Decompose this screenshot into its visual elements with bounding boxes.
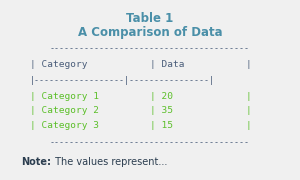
- Text: | 15: | 15: [150, 121, 173, 130]
- Text: |: |: [246, 121, 252, 130]
- Text: Table 1: Table 1: [126, 12, 174, 25]
- Text: ----------------------------------------: ----------------------------------------: [50, 139, 250, 148]
- Text: | Category 2: | Category 2: [30, 106, 99, 115]
- Text: | Category 1: | Category 1: [30, 92, 99, 101]
- Text: |------------------|----------------|: |------------------|----------------|: [30, 76, 215, 85]
- Text: | Category: | Category: [30, 60, 88, 69]
- Text: | Data: | Data: [150, 60, 184, 69]
- Text: |: |: [246, 60, 252, 69]
- Text: |: |: [246, 106, 252, 115]
- Text: ----------------------------------------: ----------------------------------------: [50, 44, 250, 53]
- Text: The values represent...: The values represent...: [52, 157, 168, 167]
- Text: | 35: | 35: [150, 106, 173, 115]
- Text: |: |: [246, 92, 252, 101]
- Text: A Comparison of Data: A Comparison of Data: [78, 26, 222, 39]
- Text: | 20: | 20: [150, 92, 173, 101]
- Text: | Category 3: | Category 3: [30, 121, 99, 130]
- Text: Note:: Note:: [21, 157, 51, 167]
